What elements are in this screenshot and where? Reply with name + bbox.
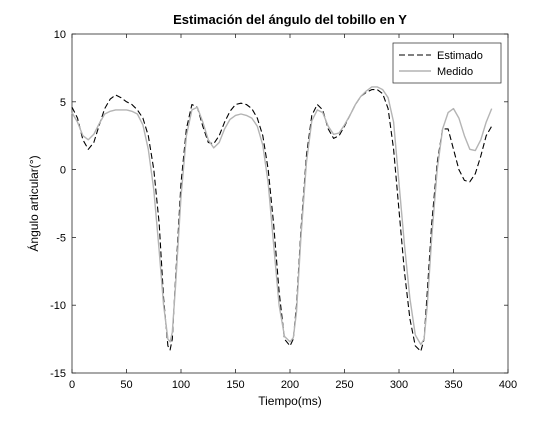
legend-label-estimado: Estimado: [437, 50, 483, 62]
legend: Estimado Medido: [392, 42, 502, 84]
x-axis-label: Tiempo(ms): [258, 394, 322, 408]
y-tick-label: 10: [54, 29, 66, 41]
y-tick-label: -15: [50, 368, 66, 380]
y-tick-label: 5: [60, 97, 66, 109]
y-tick-label: 0: [60, 165, 66, 177]
y-tick-label: -10: [50, 300, 66, 312]
y-tick-label: -5: [56, 232, 66, 244]
legend-box: [392, 42, 502, 84]
series-line-medido: [71, 86, 493, 346]
x-tick-label: 400: [499, 379, 517, 391]
series-line-estimado: [71, 89, 493, 352]
x-tick-label: 50: [120, 379, 132, 391]
x-tick-label: 0: [69, 379, 75, 391]
legend-label-medido: Medido: [437, 66, 473, 78]
x-tick-label: 150: [226, 379, 244, 391]
plot-frame: [71, 33, 509, 374]
x-tick-label: 250: [335, 379, 353, 391]
x-tick-label: 200: [281, 379, 299, 391]
y-axis-label: Ángulo articular(°): [26, 155, 41, 251]
x-tick-label: 300: [390, 379, 408, 391]
x-tick-label: 100: [172, 379, 190, 391]
plot-area: 0 50 100 150 200 250 300 350 400 -15 -10 -5 0 5 10: [50, 29, 517, 391]
chart-title: Estimación del ángulo del tobillo en Y: [173, 12, 407, 27]
x-tick-label: 350: [444, 379, 462, 391]
